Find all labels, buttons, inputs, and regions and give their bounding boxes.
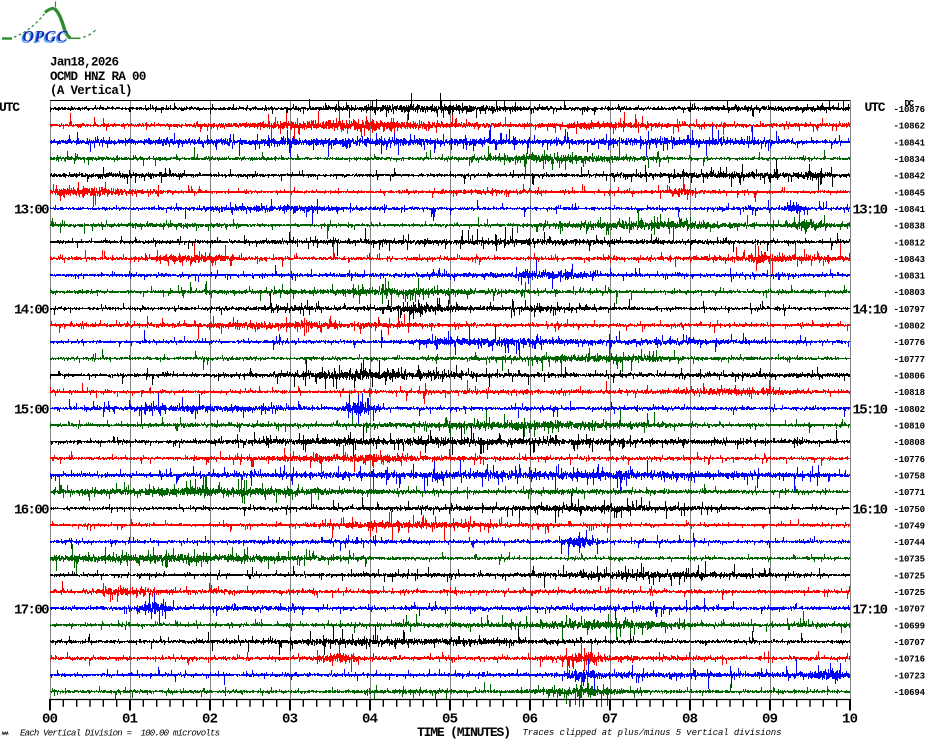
svg-text:15:10: 15:10 [853,402,889,418]
svg-text:13:00: 13:00 [14,203,50,219]
svg-text:-10803: -10803 [894,288,926,298]
svg-text:15:00: 15:00 [14,402,50,418]
svg-text:10: 10 [842,712,858,728]
svg-text:-10806: -10806 [894,372,926,382]
svg-text:TIME (MINUTES): TIME (MINUTES) [417,725,511,740]
svg-text:Jan18,2026: Jan18,2026 [50,56,119,70]
svg-text:-10845: -10845 [894,188,926,198]
svg-text:-10707: -10707 [894,605,926,615]
svg-text:03: 03 [282,712,298,728]
svg-text:-10699: -10699 [894,621,926,631]
svg-text:Traces clipped at plus/minus 5: Traces clipped at plus/minus 5 vertical … [523,728,782,738]
svg-text:-10842: -10842 [894,172,926,182]
svg-text:-10725: -10725 [894,588,926,598]
svg-text:Each Vertical Division = 100.: Each Vertical Division = 100.00 microvol… [20,728,220,738]
svg-text:06: 06 [522,712,538,728]
svg-text:UTC: UTC [865,100,886,115]
svg-text:-10862: -10862 [894,122,926,132]
svg-text:-10808: -10808 [894,438,926,448]
svg-text:-10771: -10771 [894,488,926,498]
svg-text:-10694: -10694 [894,688,926,698]
svg-text:OPGC: OPGC [23,29,68,46]
svg-text:DC: DC [905,99,915,109]
svg-text:-10802: -10802 [894,405,926,415]
svg-text:-10834: -10834 [894,155,926,165]
svg-text:14:00: 14:00 [14,303,50,319]
svg-text:(A Vertical): (A Vertical) [50,84,133,98]
svg-text:00: 00 [42,712,58,728]
svg-text:05: 05 [442,712,458,728]
svg-text:07: 07 [602,712,618,728]
svg-text:-10735: -10735 [894,555,926,565]
svg-text:-10831: -10831 [894,272,926,282]
svg-text:14:10: 14:10 [853,303,889,319]
svg-text:17:10: 17:10 [853,602,889,618]
svg-text:13:10: 13:10 [853,203,889,219]
svg-text:-10818: -10818 [894,388,926,398]
svg-text:-10723: -10723 [894,671,926,681]
svg-text:-10725: -10725 [894,571,926,581]
svg-text:-10749: -10749 [894,521,926,531]
svg-text:-10776: -10776 [894,455,926,465]
svg-text:-10838: -10838 [894,222,926,232]
svg-text:-10758: -10758 [894,472,926,482]
svg-text:-10876: -10876 [894,105,926,115]
svg-text:08: 08 [682,712,698,728]
svg-text:16:00: 16:00 [14,502,50,518]
svg-text:-10750: -10750 [894,505,926,515]
svg-text:OCMD HNZ RA 00: OCMD HNZ RA 00 [50,70,146,84]
svg-text:-10776: -10776 [894,338,926,348]
svg-text:01: 01 [122,712,138,728]
svg-text:02: 02 [202,712,218,728]
svg-text:OPGC: OPGC [21,30,66,47]
svg-text:16:10: 16:10 [853,502,889,518]
svg-text:-10841: -10841 [894,205,926,215]
svg-text:09: 09 [762,712,778,728]
svg-text:-10841: -10841 [894,138,926,148]
svg-text:-10843: -10843 [894,255,926,265]
svg-text:UTC: UTC [0,100,20,115]
svg-text:-10797: -10797 [894,305,926,315]
svg-text:-10810: -10810 [894,422,926,432]
svg-text:04: 04 [362,712,378,728]
svg-text:17:00: 17:00 [14,602,50,618]
svg-text:-10777: -10777 [894,355,926,365]
svg-text:-10802: -10802 [894,322,926,332]
svg-text:-10707: -10707 [894,638,926,648]
svg-text:-10716: -10716 [894,655,926,665]
svg-text:-10744: -10744 [894,538,926,548]
svg-text:-10812: -10812 [894,238,926,248]
